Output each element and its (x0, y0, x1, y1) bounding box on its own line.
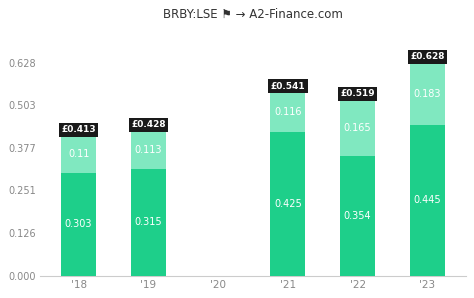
Bar (270, 92, 305, 132)
Bar (270, 132, 305, 275)
Text: £0.413: £0.413 (61, 125, 96, 134)
Bar (61, 173, 96, 275)
Title: BRBY:LSE ⚑ → A2-Finance.com: BRBY:LSE ⚑ → A2-Finance.com (163, 8, 343, 21)
Bar (61, 136, 96, 173)
Bar (340, 156, 375, 275)
Text: 0.315: 0.315 (135, 217, 162, 227)
Bar (410, 63, 445, 125)
Text: 0.116: 0.116 (274, 107, 301, 117)
Text: £0.428: £0.428 (131, 120, 165, 129)
Text: 0.354: 0.354 (344, 211, 372, 221)
Text: 0.183: 0.183 (413, 89, 441, 99)
Text: 0.425: 0.425 (274, 198, 302, 209)
Text: 0.113: 0.113 (135, 145, 162, 155)
Bar (131, 131, 166, 169)
Text: 0.11: 0.11 (68, 149, 89, 159)
Text: £0.541: £0.541 (271, 82, 305, 91)
Text: 0.445: 0.445 (413, 195, 441, 205)
Bar (340, 100, 375, 156)
Bar (410, 125, 445, 275)
Text: £0.519: £0.519 (340, 89, 375, 98)
Text: £0.628: £0.628 (410, 52, 445, 61)
Bar (131, 169, 166, 275)
Text: 0.165: 0.165 (344, 123, 372, 133)
Text: 0.303: 0.303 (65, 219, 92, 229)
